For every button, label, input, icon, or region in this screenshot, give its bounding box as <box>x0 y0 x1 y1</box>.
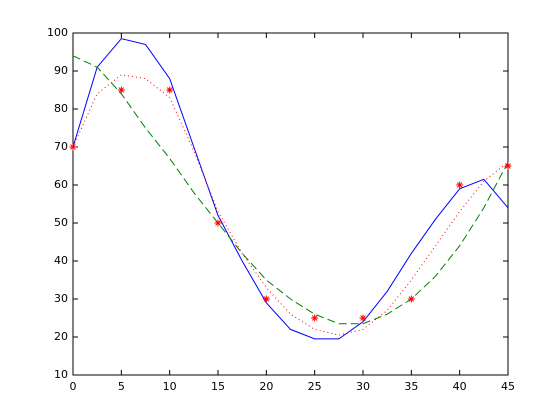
y-tick-label: 10 <box>54 368 68 381</box>
data-point <box>311 314 319 322</box>
data-point <box>456 181 464 189</box>
x-tick-label: 10 <box>163 380 177 393</box>
data-point <box>69 143 77 151</box>
y-tick-label: 70 <box>54 140 68 153</box>
y-tick-label: 60 <box>54 178 68 191</box>
x-tick-label: 5 <box>118 380 125 393</box>
x-tick-label: 45 <box>501 380 515 393</box>
data-point <box>407 295 415 303</box>
y-tick-label: 50 <box>54 216 68 229</box>
x-tick-label: 40 <box>453 380 467 393</box>
data-point <box>117 86 125 94</box>
plot-box <box>72 32 509 376</box>
y-tick-label: 40 <box>54 254 68 267</box>
x-tick-label: 25 <box>308 380 322 393</box>
x-tick-label: 0 <box>70 380 77 393</box>
y-tick-label: 100 <box>47 26 68 39</box>
data-point <box>359 314 367 322</box>
y-tick-label: 30 <box>54 292 68 305</box>
y-tick-label: 80 <box>54 102 68 115</box>
x-tick-label: 30 <box>356 380 370 393</box>
y-tick-label: 20 <box>54 330 68 343</box>
series-line <box>72 38 509 340</box>
data-point <box>262 295 270 303</box>
x-tick-label: 35 <box>404 380 418 393</box>
series-line <box>72 55 509 325</box>
y-tick-label: 90 <box>54 64 68 77</box>
x-tick-label: 20 <box>259 380 273 393</box>
data-point <box>166 86 174 94</box>
data-point <box>504 162 512 170</box>
data-point <box>214 219 222 227</box>
x-tick-label: 15 <box>211 380 225 393</box>
